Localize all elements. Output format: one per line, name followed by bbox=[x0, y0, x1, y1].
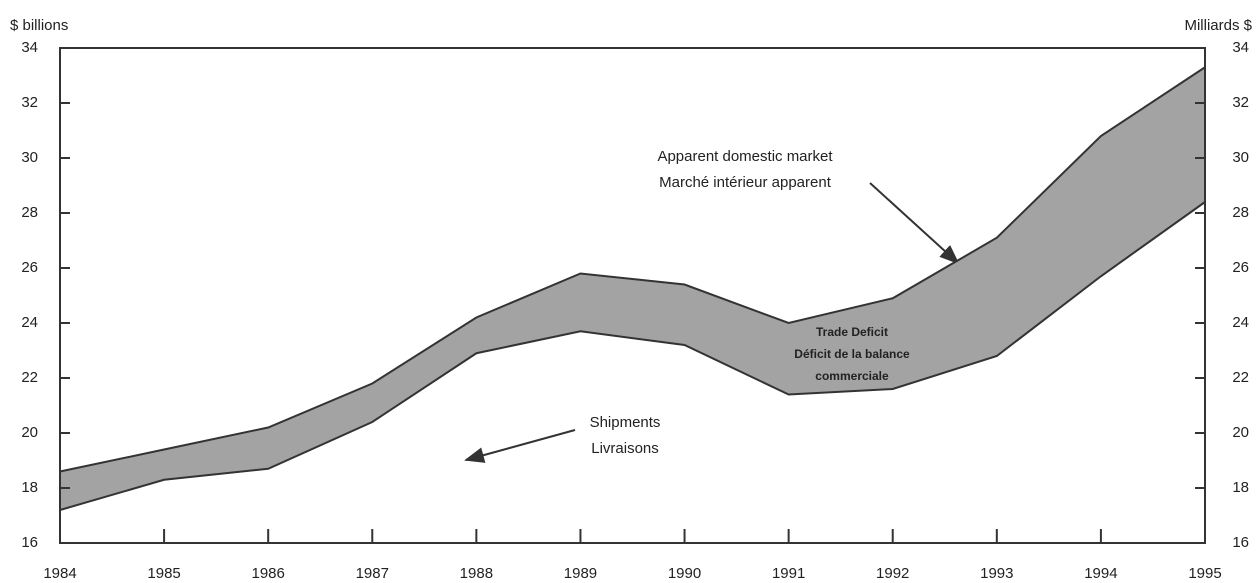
y2-tick-label: 34 bbox=[1232, 39, 1249, 56]
y2-tick-label: 28 bbox=[1232, 204, 1249, 221]
x-tick-label: 1991 bbox=[772, 565, 805, 582]
plot-frame bbox=[59, 47, 1206, 544]
arrow bbox=[869, 182, 960, 265]
series-line bbox=[59, 66, 1206, 473]
y-tick-label: 24 bbox=[21, 314, 38, 331]
series-line bbox=[59, 201, 1206, 511]
y2-tick-label: 30 bbox=[1232, 149, 1249, 166]
arrow bbox=[464, 429, 576, 463]
x-tick-label: 1993 bbox=[980, 565, 1013, 582]
y2-axis-label: Milliards $ bbox=[1184, 17, 1252, 34]
y-tick-label: 28 bbox=[21, 204, 38, 221]
y-tick-label: 20 bbox=[21, 424, 38, 441]
y-tick-label: 34 bbox=[21, 39, 38, 56]
y2-tick-label: 18 bbox=[1232, 479, 1249, 496]
series-label: Livraisons bbox=[591, 440, 659, 457]
y-tick-label: 30 bbox=[21, 149, 38, 166]
x-tick-label: 1992 bbox=[876, 565, 909, 582]
y2-tick-label: 20 bbox=[1232, 424, 1249, 441]
x-tick-label: 1995 bbox=[1188, 565, 1221, 582]
x-tick-label: 1985 bbox=[147, 565, 180, 582]
y-tick-label: 16 bbox=[21, 534, 38, 551]
annotation: Trade Deficit bbox=[816, 325, 888, 339]
x-tick-label: 1986 bbox=[251, 565, 284, 582]
x-tick-label: 1989 bbox=[564, 565, 597, 582]
x-tick-label: 1990 bbox=[668, 565, 701, 582]
deficit-band bbox=[60, 67, 1205, 510]
y-tick-label: 22 bbox=[21, 369, 38, 386]
y-tick-label: 26 bbox=[21, 259, 38, 276]
y-tick-label: 32 bbox=[21, 94, 38, 111]
series-label: Marché intérieur apparent bbox=[659, 174, 832, 191]
y2-tick-label: 26 bbox=[1232, 259, 1249, 276]
annotation: Déficit de la balance bbox=[794, 347, 910, 361]
x-tick-label: 1994 bbox=[1084, 565, 1117, 582]
y2-tick-label: 24 bbox=[1232, 314, 1249, 331]
y2-tick-label: 16 bbox=[1232, 534, 1249, 551]
y2-tick-label: 32 bbox=[1232, 94, 1249, 111]
y-axis-label: $ billions bbox=[10, 17, 68, 34]
y-tick-label: 18 bbox=[21, 479, 38, 496]
series-label: Apparent domestic market bbox=[657, 148, 833, 165]
x-tick-label: 1987 bbox=[356, 565, 389, 582]
annotation: commerciale bbox=[815, 369, 889, 383]
x-tick-label: 1984 bbox=[43, 565, 76, 582]
series-label: Shipments bbox=[590, 414, 661, 431]
y2-tick-label: 22 bbox=[1232, 369, 1249, 386]
x-tick-label: 1988 bbox=[460, 565, 493, 582]
